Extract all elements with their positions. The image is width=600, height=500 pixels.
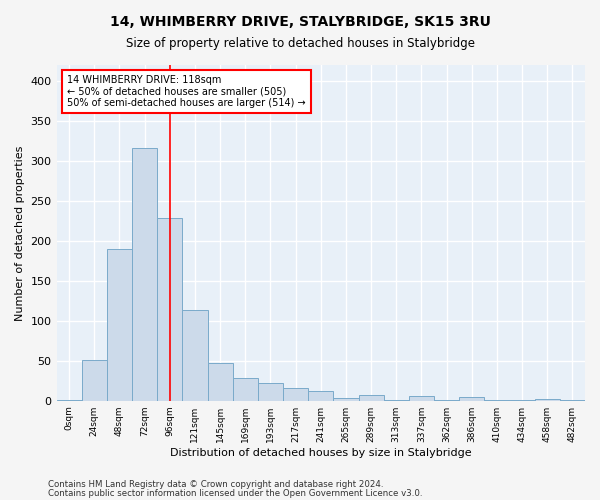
Bar <box>308 391 334 400</box>
Text: Contains public sector information licensed under the Open Government Licence v3: Contains public sector information licen… <box>48 489 422 498</box>
Bar <box>459 396 484 400</box>
Bar <box>132 148 157 401</box>
Bar <box>334 398 359 400</box>
Bar <box>258 383 283 400</box>
Bar <box>233 378 258 400</box>
Bar <box>283 388 308 400</box>
X-axis label: Distribution of detached houses by size in Stalybridge: Distribution of detached houses by size … <box>170 448 472 458</box>
Bar <box>82 360 107 401</box>
Bar <box>409 396 434 400</box>
Bar <box>535 399 560 400</box>
Bar <box>208 363 233 401</box>
Bar <box>107 249 132 400</box>
Text: 14, WHIMBERRY DRIVE, STALYBRIDGE, SK15 3RU: 14, WHIMBERRY DRIVE, STALYBRIDGE, SK15 3… <box>110 15 490 29</box>
Bar <box>157 218 182 400</box>
Bar <box>182 310 208 400</box>
Text: Contains HM Land Registry data © Crown copyright and database right 2024.: Contains HM Land Registry data © Crown c… <box>48 480 383 489</box>
Text: 14 WHIMBERRY DRIVE: 118sqm
← 50% of detached houses are smaller (505)
50% of sem: 14 WHIMBERRY DRIVE: 118sqm ← 50% of deta… <box>67 75 306 108</box>
Y-axis label: Number of detached properties: Number of detached properties <box>15 145 25 320</box>
Bar <box>359 395 383 400</box>
Text: Size of property relative to detached houses in Stalybridge: Size of property relative to detached ho… <box>125 38 475 51</box>
